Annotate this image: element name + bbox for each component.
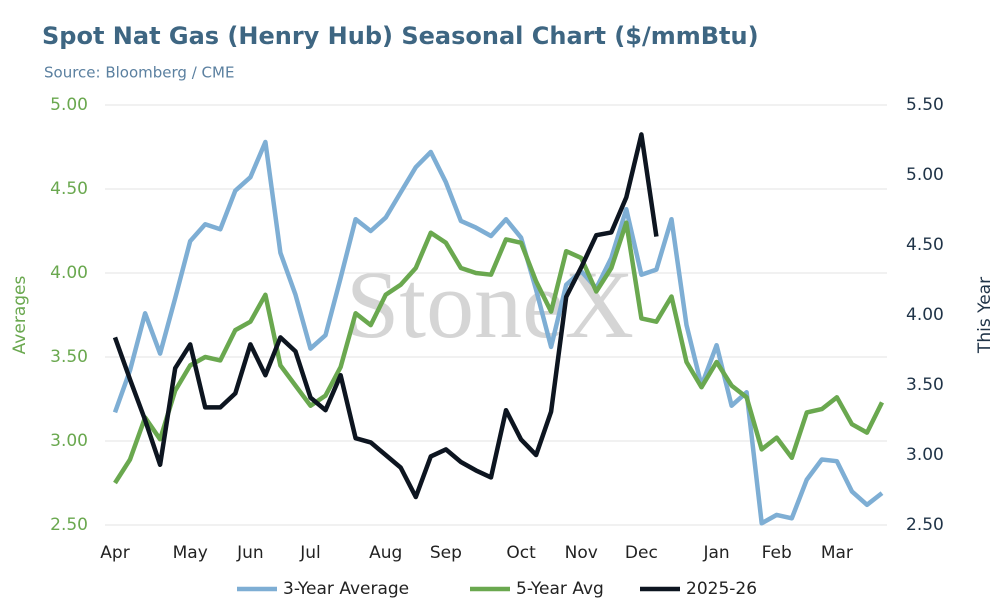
x-tick-label: Apr	[100, 543, 129, 563]
y-tick-label: 3.00	[50, 431, 88, 451]
x-tick-label: Feb	[762, 543, 792, 563]
legend-label: 3-Year Average	[283, 579, 409, 599]
x-tick-label: Oct	[506, 543, 536, 563]
watermark: StoneX	[346, 251, 634, 358]
y-tick-label: 5.00	[50, 95, 88, 115]
x-tick-label: Jan	[702, 543, 729, 563]
y2-tick-label: 4.00	[906, 305, 944, 325]
y-axis-label: Averages	[10, 276, 30, 355]
y-tick-label: 2.50	[50, 515, 88, 535]
series-line	[112, 139, 884, 526]
chart-subtitle: Source: Bloomberg / CME	[44, 64, 234, 82]
y2-tick-label: 2.50	[906, 515, 944, 535]
legend-label: 5-Year Avg	[516, 579, 604, 599]
y-tick-label: 3.50	[50, 347, 88, 367]
legend-label: 2025-26	[686, 579, 757, 599]
x-tick-label: Mar	[821, 543, 853, 563]
series-line	[113, 220, 885, 485]
y2-tick-label: 5.00	[906, 165, 944, 185]
y2-tick-label: 3.00	[906, 445, 944, 465]
series-line	[112, 132, 659, 500]
x-tick-label: Jun	[236, 543, 264, 563]
y2-tick-label: 5.50	[906, 95, 944, 115]
x-tick-label: Nov	[565, 543, 598, 563]
y-tick-label: 4.00	[50, 263, 88, 283]
x-tick-label: May	[173, 543, 208, 563]
x-tick-label: Jul	[299, 543, 321, 563]
y2-tick-label: 4.50	[906, 235, 944, 255]
x-tick-label: Aug	[369, 543, 402, 563]
chart-title: Spot Nat Gas (Henry Hub) Seasonal Chart …	[42, 22, 759, 50]
x-tick-label: Dec	[625, 543, 658, 563]
y2-axis-label: This Year	[975, 277, 995, 354]
x-tick-label: Sep	[430, 543, 462, 563]
y2-tick-label: 3.50	[906, 375, 944, 395]
y-tick-label: 4.50	[50, 179, 88, 199]
